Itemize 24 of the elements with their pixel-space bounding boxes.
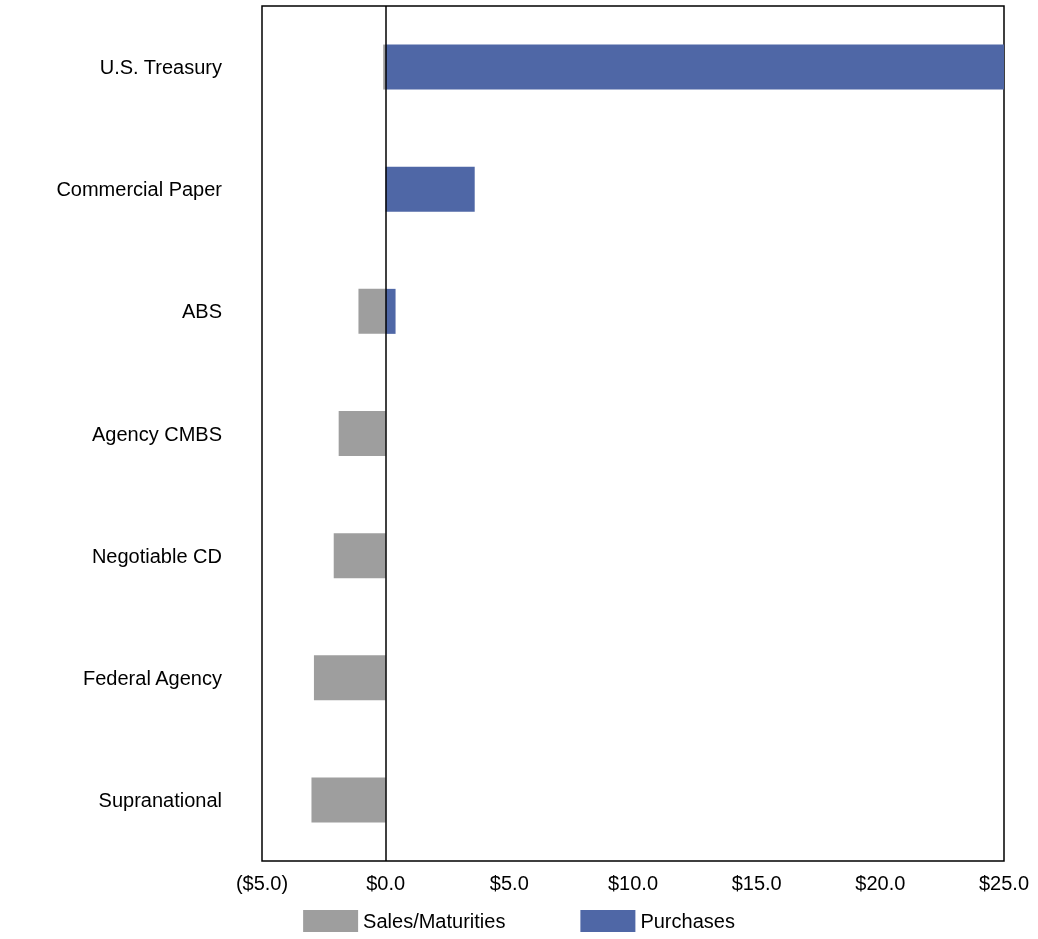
bar bbox=[385, 44, 1004, 90]
y-tick-label: Negotiable CD bbox=[91, 544, 222, 567]
y-tick-label: Commercial Paper bbox=[56, 178, 223, 201]
x-tick-label: $25.0 bbox=[978, 872, 1030, 894]
bar bbox=[311, 777, 386, 823]
y-tick-label: Supranational bbox=[98, 788, 222, 811]
legend-label: Sales/Maturities bbox=[363, 910, 506, 932]
x-tick-label: $10.0 bbox=[607, 872, 659, 894]
y-tick-label: Agency CMBS bbox=[91, 422, 222, 445]
y-tick-label: ABS bbox=[181, 300, 222, 323]
bar bbox=[385, 288, 396, 334]
x-tick-label: $0.0 bbox=[366, 872, 406, 894]
x-tick-label: $15.0 bbox=[731, 872, 782, 894]
bar bbox=[358, 288, 386, 334]
y-tick-label: U.S. Treasury bbox=[99, 56, 222, 79]
y-tick-label: Federal Agency bbox=[83, 666, 222, 689]
bar bbox=[385, 166, 475, 212]
x-tick-label: ($5.0) bbox=[235, 872, 289, 894]
x-tick-label: $5.0 bbox=[489, 872, 529, 894]
bar bbox=[313, 655, 386, 701]
legend-label: Purchases bbox=[640, 910, 735, 932]
bar bbox=[333, 533, 386, 579]
bar bbox=[338, 411, 386, 456]
x-tick-label: $20.0 bbox=[855, 872, 906, 894]
